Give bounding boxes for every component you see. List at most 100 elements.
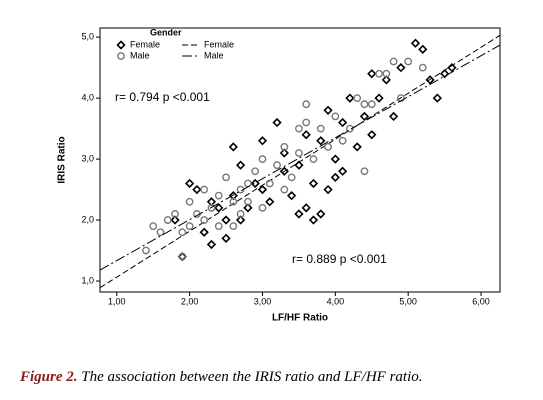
point [375,69,383,78]
point [389,57,398,66]
point [352,142,362,152]
point [250,178,260,189]
point [396,62,406,73]
point [163,216,172,224]
y-tick-label: 1,0 [81,275,94,285]
point [410,38,421,48]
caption-text: The association between the IRIS ratio a… [81,369,422,385]
point [316,209,326,219]
legend-title: Gender [150,27,182,37]
point [323,105,333,115]
point [360,100,369,109]
point [279,148,289,158]
point [206,239,217,250]
x-tick-label: 5,00 [399,296,417,306]
legend-label: Male [204,50,224,60]
point [286,191,297,201]
point [345,93,355,103]
point [360,167,369,176]
point [287,173,296,182]
point [265,197,275,207]
point [235,160,246,170]
point [222,173,230,182]
point [323,184,333,195]
point [374,93,384,103]
y-tick-label: 2,0 [81,214,94,224]
point [418,63,427,72]
point [221,215,231,225]
fit-line [99,44,501,271]
point [295,124,303,133]
point [273,161,281,170]
point [214,191,223,200]
point [308,215,319,225]
point [367,69,377,79]
point [178,228,187,237]
point [171,210,179,218]
legend-marker [117,52,125,60]
fit-line [99,34,501,289]
point [170,215,180,225]
point [192,184,202,195]
caption-label: Figure 2. [19,369,78,385]
point [316,124,325,133]
y-tick-label: 5,0 [81,32,94,42]
plot-frame [99,27,501,293]
point [236,210,245,218]
point [447,62,457,73]
point [184,178,195,189]
point [294,160,304,170]
point [330,154,340,164]
point [324,142,332,151]
point [258,155,267,163]
point [432,93,442,103]
point [301,130,311,140]
point [207,203,216,212]
point [302,100,311,109]
point [309,155,318,163]
point [214,222,223,231]
point [178,252,187,261]
point [353,94,362,103]
point [214,203,224,213]
point [301,203,311,213]
point [142,246,150,255]
point [156,228,165,237]
point [381,75,391,85]
point [359,111,370,122]
point [367,100,376,109]
point [388,111,399,122]
point [302,118,311,127]
x-tick-label: 6,00 [472,296,490,306]
point [244,179,252,188]
point [221,233,231,243]
point [439,69,450,79]
point [244,197,252,206]
point [257,136,268,146]
point [346,124,354,133]
point [337,117,348,128]
x-tick-label: 3,00 [254,296,272,306]
x-tick-label: 2,00 [181,296,199,306]
annotation: r= 0.889 p <0.001 [292,252,387,266]
point [280,142,289,151]
point [272,117,282,128]
point [337,166,348,176]
point [295,149,303,157]
annotation: r= 0.794 p <0.001 [115,90,210,104]
point [330,172,340,183]
point [243,203,253,213]
point [185,197,194,206]
point [200,185,209,194]
point [185,222,194,231]
point [229,222,238,231]
x-axis-label: LF/HF Ratio [272,313,328,324]
point [200,216,209,224]
legend-label: Male [130,50,150,60]
x-tick-label: 1,00 [108,296,126,306]
y-axis-label: IRIS Ratio [57,136,68,183]
legend-label: Female [130,39,160,49]
point [294,209,304,219]
point [258,203,267,212]
